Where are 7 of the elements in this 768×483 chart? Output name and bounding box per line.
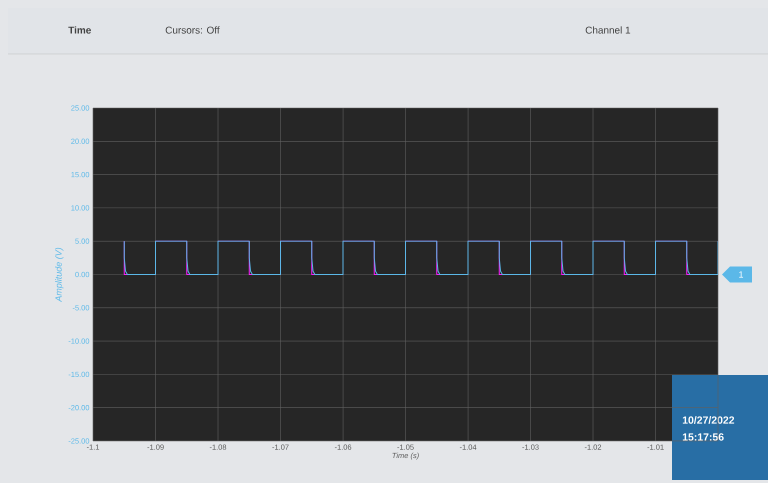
annotation: 15:17:56 — [682, 433, 724, 441]
text: Time — [68, 26, 91, 34]
text: Cursors: Off — [166, 26, 220, 34]
y-axis-title: Amplitude (V) — [55, 248, 64, 302]
annotation: 10/27/2022 — [682, 416, 734, 424]
text: Channel 1 — [586, 26, 630, 34]
text: 1 — [739, 271, 744, 278]
